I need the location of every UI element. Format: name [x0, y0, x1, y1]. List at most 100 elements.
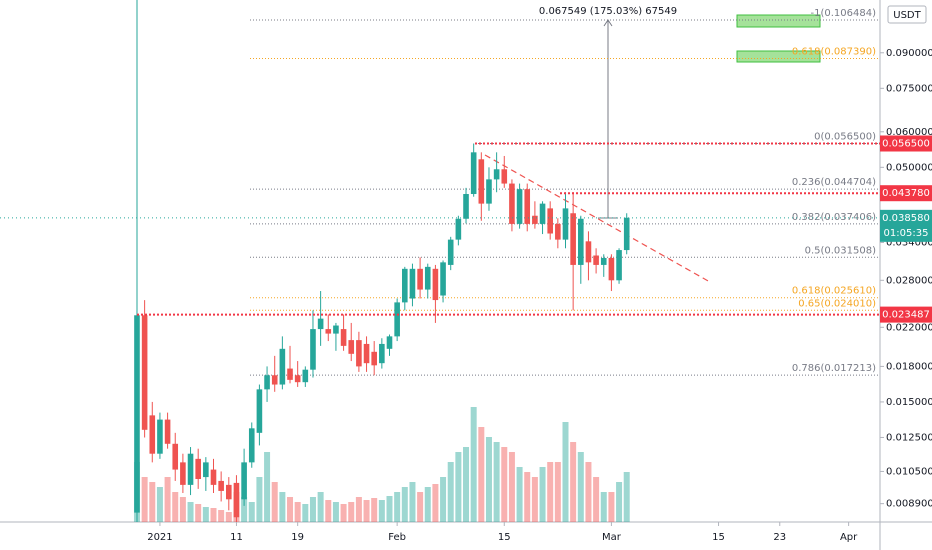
- volume-bar: [371, 498, 378, 522]
- candle-body: [195, 458, 201, 479]
- currency-box[interactable]: [887, 5, 927, 24]
- countdown: 01:05:35: [884, 228, 929, 239]
- currency: USDT: [893, 10, 921, 21]
- candle-body: [294, 375, 301, 383]
- candle-body: [172, 443, 179, 470]
- candle-body: [447, 239, 454, 265]
- volume-bar: [187, 502, 194, 522]
- candle-body: [256, 389, 263, 433]
- candle-body: [287, 368, 293, 380]
- volume-bar: [394, 492, 401, 522]
- candle-body: [386, 336, 393, 349]
- volume-bar: [554, 462, 561, 522]
- x-tick-label: 15: [712, 532, 725, 543]
- volume-bar: [463, 447, 470, 522]
- candle-body: [248, 428, 255, 463]
- volume-bar: [264, 452, 271, 522]
- volume-bar: [570, 442, 577, 522]
- candle-body: [333, 325, 339, 334]
- candle-body: [340, 329, 347, 346]
- x-tick-label: Mar: [602, 532, 622, 543]
- volume-bar: [493, 442, 500, 522]
- volume-bar: [401, 487, 408, 522]
- volume-bar: [623, 472, 630, 522]
- fib-label: 0.618(0.025610): [792, 286, 876, 297]
- y-tick-label: 0.034000: [886, 237, 932, 248]
- y-tick-label: 0.060000: [886, 127, 932, 138]
- fib-label: 0.236(0.044704): [792, 177, 876, 188]
- candle-body: [539, 203, 546, 224]
- x-tick-label: Apr: [840, 532, 858, 543]
- y-tick-label: 0.075000: [886, 83, 932, 94]
- volume-bar: [432, 484, 439, 522]
- candle-body: [226, 484, 232, 500]
- volume-bar: [172, 492, 179, 522]
- candle-body: [470, 152, 477, 195]
- volume-bar: [348, 502, 355, 522]
- candle-body: [501, 169, 508, 184]
- volume-bar: [218, 510, 225, 522]
- candle-body: [302, 369, 309, 383]
- volume-bar: [531, 477, 538, 522]
- price-pane: [134, 19, 880, 522]
- volume-bar: [241, 497, 248, 522]
- candle-body: [440, 262, 446, 296]
- volume-bar: [585, 462, 592, 522]
- fib-label: 0.618(0.087390): [792, 47, 876, 58]
- candle-body: [141, 315, 148, 430]
- candle-body: [371, 351, 377, 366]
- volume-bar: [164, 477, 171, 522]
- candle-body: [264, 375, 270, 390]
- price-tag: [880, 306, 932, 323]
- volume-bar: [562, 422, 569, 522]
- x-tick-label: 15: [498, 532, 511, 543]
- volume-bar: [210, 508, 217, 522]
- candle-body: [493, 169, 500, 180]
- volume-bar: [577, 452, 584, 522]
- candle-body: [570, 213, 576, 265]
- candle-body: [478, 159, 485, 204]
- volume-bar: [340, 504, 347, 522]
- volume-bar: [256, 477, 263, 522]
- price-tag: [880, 185, 932, 202]
- measure-label: 0.067549 (175.03%) 67549: [539, 6, 677, 17]
- candle-body: [424, 266, 431, 290]
- candle-body: [608, 257, 615, 281]
- volume-bar: [378, 500, 385, 522]
- volume-bar: [309, 497, 316, 522]
- candle-body: [325, 329, 332, 334]
- candle-body: [271, 375, 278, 385]
- target-box: [736, 50, 821, 63]
- volume-bar: [141, 477, 148, 522]
- candle-body: [187, 453, 194, 485]
- trend-line: [484, 154, 711, 283]
- volume-bar: [332, 502, 339, 522]
- volume-bar: [447, 462, 454, 522]
- candle-body: [509, 183, 515, 224]
- candle-body: [164, 419, 171, 444]
- volume-bar: [287, 497, 294, 522]
- candle-body: [379, 343, 385, 364]
- candle-body: [363, 343, 370, 364]
- candle-body: [218, 480, 224, 491]
- volume-bar: [616, 482, 623, 522]
- volume-bar: [608, 492, 615, 522]
- volume-bar: [424, 487, 431, 522]
- volume-bar: [524, 472, 531, 522]
- volume-bar: [325, 500, 332, 522]
- volume-bar: [485, 437, 492, 522]
- volume-bar: [600, 492, 607, 522]
- volume-bar: [593, 477, 600, 522]
- candle-body: [417, 268, 423, 290]
- price-tag-label: 0.023487: [882, 310, 930, 321]
- x-tick-label: 19: [291, 532, 304, 543]
- y-tick-label: 0.008900: [886, 499, 932, 510]
- candle-body: [233, 482, 240, 518]
- volume-bar: [440, 477, 447, 522]
- volume-bar: [149, 482, 156, 522]
- volume-bar: [225, 512, 232, 522]
- candle-body: [616, 250, 622, 281]
- volume-bar: [195, 504, 202, 522]
- candle-body: [455, 218, 462, 240]
